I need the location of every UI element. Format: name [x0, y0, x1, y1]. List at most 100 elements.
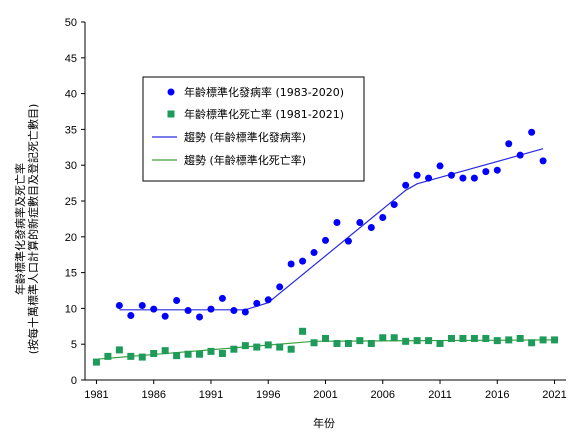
y-axis-title: 年齡標準化發病率及死亡率 (按每十萬標準人口計算的新症數目及登記死亡數目): [13, 104, 40, 355]
legend-marker-square-icon: [167, 110, 175, 118]
mortality-point: [516, 334, 524, 342]
incidence-point: [356, 218, 364, 226]
series-layer: [92, 128, 559, 366]
incidence-point: [287, 260, 295, 268]
incidence-point: [322, 236, 329, 244]
legend-marker-circle-icon: [167, 88, 175, 96]
y-tick-label: 10: [65, 303, 77, 315]
mortality-point: [322, 334, 329, 342]
mortality-point: [379, 334, 387, 342]
mortality-point: [539, 336, 547, 344]
mortality-point: [310, 339, 318, 347]
x-tick-label: 2016: [485, 389, 509, 401]
y-ticks: 0 5 10 15 20 25 30 35 40 45 50: [65, 17, 85, 387]
incidence-point: [161, 312, 169, 320]
incidence-point: [138, 302, 146, 310]
mortality-point: [367, 339, 375, 347]
incidence-point: [436, 162, 444, 170]
y-tick-label: 0: [71, 375, 77, 387]
incidence-point: [470, 174, 478, 182]
incidence-point: [379, 213, 387, 221]
incidence-point: [230, 307, 238, 315]
legend-label-mortality: 年齡標準化死亡率 (1981-2021): [184, 107, 344, 121]
x-tick-label: 1981: [84, 389, 108, 401]
legend-entry-mortality: 年齡標準化死亡率 (1981-2021): [167, 107, 344, 121]
y-axis-title-line-1: 年齡標準化發病率及死亡率: [13, 163, 27, 295]
incidence-point: [333, 218, 341, 226]
y-tick-label: 50: [65, 17, 77, 29]
mortality-point: [196, 350, 204, 358]
mortality-point: [173, 352, 181, 360]
y-tick-label: 25: [65, 196, 77, 208]
mortality-point: [470, 334, 478, 342]
x-tick-label: 2001: [313, 389, 337, 401]
mortality-point: [299, 327, 307, 335]
y-axis-title-line-2: (按每十萬標準人口計算的新症數目及登記死亡數目): [26, 104, 40, 355]
incidence-point: [539, 157, 547, 165]
mortality-point: [493, 337, 501, 345]
incidence-point: [196, 313, 204, 321]
mortality-point: [505, 336, 513, 344]
x-axis-title: 年份: [313, 416, 335, 430]
incidence-point: [241, 308, 249, 316]
incidence-point: [310, 249, 318, 257]
legend-label-incidence: 年齡標準化發病率 (1983-2020): [184, 85, 344, 99]
mortality-point: [207, 347, 215, 355]
incidence-point: [528, 128, 536, 136]
legend-entry-incidence-trend: 趨勢 (年齡標準化發病率): [152, 130, 306, 144]
y-tick-label: 5: [71, 339, 77, 351]
incidence-point: [276, 283, 284, 291]
mortality-point: [218, 350, 226, 358]
y-tick-label: 35: [65, 124, 77, 136]
mortality-point: [230, 345, 238, 353]
incidence-point: [344, 237, 352, 245]
incidence-point: [482, 168, 490, 176]
mortality-point: [459, 334, 467, 342]
incidence-point: [516, 151, 524, 159]
mortality-point: [425, 337, 433, 345]
mortality-point: [150, 350, 158, 358]
legend-entry-mortality-trend: 趨勢 (年齡標準化死亡率): [152, 153, 306, 167]
legend-label-mortality-trend: 趨勢 (年齡標準化死亡率): [184, 153, 306, 167]
mortality-point: [356, 337, 364, 345]
mortality-point: [413, 337, 421, 345]
legend-label-incidence-trend: 趨勢 (年齡標準化發病率): [184, 130, 306, 144]
incidence-point: [115, 302, 123, 310]
y-tick-label: 30: [65, 160, 77, 172]
mortality-point: [390, 334, 398, 342]
incidence-point: [207, 305, 215, 313]
mortality-point: [551, 336, 559, 344]
incidence-point: [413, 171, 421, 179]
x-tick-label: 2021: [542, 389, 566, 401]
incidence-point: [390, 201, 398, 209]
incidence-point: [127, 312, 135, 320]
mortality-point: [127, 352, 135, 360]
mortality-point: [92, 358, 100, 366]
incidence-point: [425, 174, 433, 182]
incidence-point: [459, 174, 467, 182]
mortality-point: [287, 345, 295, 353]
mortality-point: [436, 339, 444, 347]
legend: 年齡標準化發病率 (1983-2020) 年齡標準化死亡率 (1981-2021…: [142, 76, 365, 182]
x-tick-label: 1996: [256, 389, 280, 401]
mortality-point: [276, 343, 284, 351]
incidence-point: [173, 297, 181, 305]
mortality-point: [333, 339, 341, 347]
mortality-point: [104, 352, 112, 360]
incidence-point: [447, 171, 455, 179]
y-tick-label: 20: [65, 232, 77, 244]
incidence-trend-line: [119, 148, 544, 311]
x-tick-label: 2011: [428, 389, 452, 401]
plot-area: [84, 22, 566, 381]
legend-box: [142, 76, 365, 182]
x-tick-label: 1986: [141, 389, 165, 401]
mortality-point: [344, 339, 352, 347]
y-tick-label: 15: [65, 268, 77, 280]
legend-entry-incidence: 年齡標準化發病率 (1983-2020): [167, 85, 344, 99]
mortality-point: [253, 343, 261, 351]
incidence-point: [367, 223, 375, 231]
incidence-point: [218, 294, 226, 302]
mortality-point: [264, 341, 272, 349]
